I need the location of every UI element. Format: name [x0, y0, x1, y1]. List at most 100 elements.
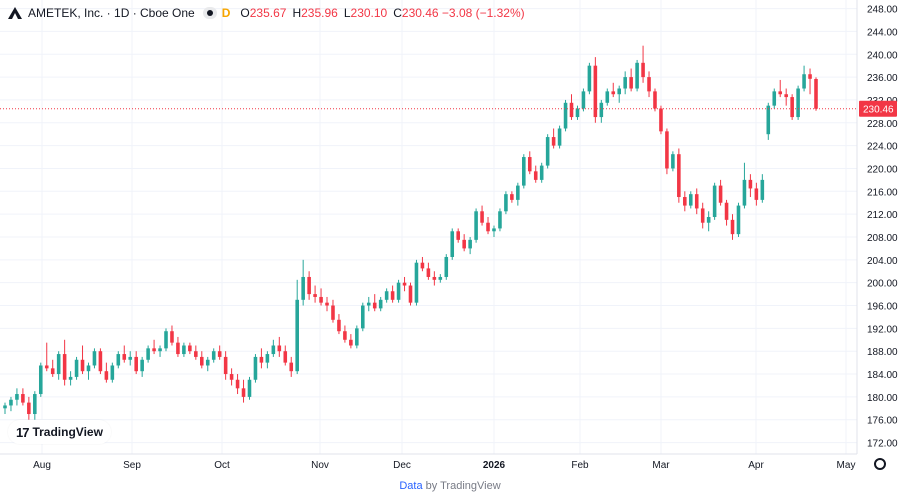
candle — [289, 356, 294, 377]
candle — [575, 105, 580, 120]
candle — [551, 128, 556, 149]
eye-icon[interactable] — [202, 7, 217, 19]
candle — [778, 79, 783, 98]
candle — [796, 85, 800, 120]
candle — [665, 128, 669, 175]
time-tick-label: May — [837, 460, 856, 471]
candles — [3, 45, 818, 420]
low-value: 230.10 — [350, 6, 388, 20]
tradingview-logo[interactable]: 17 TradingView — [8, 420, 111, 444]
candle — [38, 362, 43, 397]
open-value: 235.67 — [249, 6, 287, 20]
candle — [355, 325, 359, 349]
candle — [92, 348, 97, 369]
candle — [56, 351, 61, 380]
data-link[interactable]: Data — [399, 480, 423, 492]
candle — [158, 345, 162, 357]
price-tick-label: 196.00 — [867, 302, 898, 313]
candle — [808, 68, 812, 95]
candle — [623, 71, 627, 95]
candle — [498, 208, 502, 232]
symbol-title[interactable]: AMETEK, Inc. · 1D · Cboe One — [28, 6, 195, 20]
tradingview-logo-text: TradingView — [32, 425, 103, 439]
footer-text: by TradingView — [422, 480, 501, 492]
price-tick-label: 208.00 — [867, 233, 898, 244]
high-value: 235.96 — [301, 6, 338, 20]
candle — [784, 88, 788, 106]
candle — [396, 279, 401, 303]
candle — [265, 351, 270, 369]
candle — [414, 259, 419, 306]
candle — [122, 345, 127, 363]
price-tick-label: 176.00 — [867, 416, 898, 427]
price-tick-label: 172.00 — [867, 439, 898, 450]
candle — [194, 345, 198, 360]
time-axis[interactable]: Aug Sep Oct Nov Dec 2026 Feb Mar Apr May — [33, 460, 855, 471]
candle — [283, 345, 288, 366]
candle — [486, 217, 490, 235]
candle — [462, 234, 466, 252]
candle — [378, 296, 383, 312]
candle — [432, 271, 437, 286]
candle — [384, 288, 389, 303]
candle — [402, 276, 407, 292]
candle — [331, 299, 335, 323]
price-tick-label: 180.00 — [867, 393, 898, 404]
candle — [205, 356, 210, 372]
candle — [182, 342, 186, 357]
candle — [450, 228, 455, 260]
time-tick-label: Feb — [571, 460, 589, 471]
price-tick-label: 188.00 — [867, 347, 898, 358]
candle — [110, 362, 115, 383]
candle — [641, 45, 645, 83]
candle — [748, 174, 753, 198]
candle — [259, 348, 264, 369]
indicator-badge[interactable]: D — [221, 6, 231, 20]
candle — [164, 328, 168, 352]
time-tick-label: Mar — [652, 460, 670, 471]
last-price-label: 230.46 — [859, 100, 897, 117]
candle — [9, 396, 13, 412]
candle — [653, 88, 657, 112]
candle — [760, 174, 765, 203]
settings-gear-icon[interactable] — [874, 458, 886, 470]
candle — [27, 396, 31, 420]
candle — [170, 325, 174, 346]
candle — [718, 179, 723, 206]
candle — [366, 296, 371, 312]
candle — [683, 191, 687, 212]
candle — [33, 391, 37, 420]
candle — [140, 356, 144, 377]
candle — [229, 368, 234, 386]
candle — [581, 88, 586, 112]
candle — [408, 282, 413, 306]
candle — [527, 151, 532, 175]
candle — [104, 362, 109, 383]
candle — [474, 208, 478, 243]
high-label: H — [292, 6, 302, 20]
candle — [68, 371, 73, 386]
candle — [116, 351, 121, 369]
candle — [593, 57, 598, 123]
candle — [98, 348, 103, 375]
candle — [772, 88, 777, 109]
candle — [390, 285, 395, 303]
candle — [337, 314, 341, 335]
candle — [677, 148, 681, 203]
time-tick-label: Sep — [123, 460, 141, 471]
candle — [74, 356, 79, 380]
candle — [557, 125, 562, 149]
candle — [50, 359, 55, 377]
time-tick-label: Aug — [33, 460, 51, 471]
price-tick-label: 184.00 — [867, 370, 898, 381]
candle — [712, 182, 717, 220]
candle — [444, 254, 449, 280]
price-tick-label: 224.00 — [867, 142, 898, 153]
ametek-logo-icon — [8, 7, 22, 19]
candle — [271, 339, 276, 357]
candle — [605, 88, 610, 106]
candle — [295, 279, 299, 375]
price-axis[interactable]: 248.00244.00240.00236.00232.00228.00224.… — [867, 5, 898, 450]
footer-attribution: Data by TradingView — [0, 480, 900, 492]
